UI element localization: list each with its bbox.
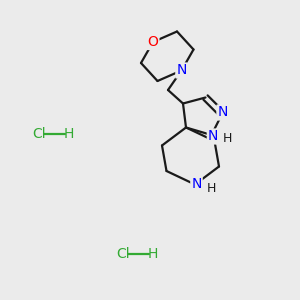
Text: H: H	[206, 182, 216, 195]
Text: H: H	[223, 132, 232, 145]
Text: N: N	[208, 130, 218, 143]
Text: H: H	[148, 247, 158, 260]
Text: H: H	[64, 127, 74, 140]
Text: N: N	[191, 178, 202, 191]
Text: Cl: Cl	[32, 127, 46, 140]
Text: N: N	[218, 106, 228, 119]
Text: N: N	[176, 64, 187, 77]
Text: O: O	[148, 35, 158, 49]
Text: Cl: Cl	[116, 247, 130, 260]
